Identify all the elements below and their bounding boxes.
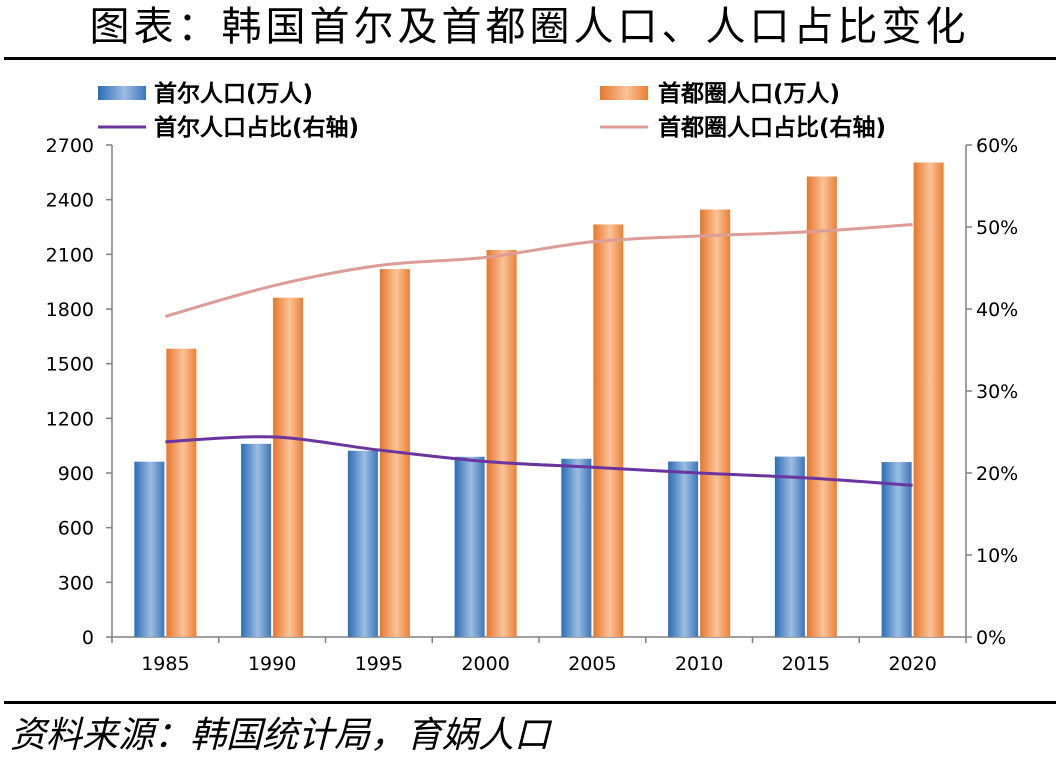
bars <box>134 162 944 638</box>
x-tick-label: 2020 <box>888 653 936 675</box>
share-lines <box>164 223 913 487</box>
seoul-population-bar <box>454 456 485 637</box>
seoul-population-bar <box>881 462 912 637</box>
right-tick-label: 60% <box>976 135 1018 157</box>
legend: 首尔人口(万人) 首都圈人口(万人) 首尔人口占比(右轴) 首都圈人口占比(右轴) <box>98 80 886 141</box>
chart-title: 图表：韩国首尔及首都圈人口、人口占比变化 <box>89 4 970 50</box>
x-tick-label: 1990 <box>248 653 296 675</box>
left-tick-label: 600 <box>58 518 94 540</box>
left-tick-label: 1200 <box>46 408 94 430</box>
capital-area-share-line <box>164 223 913 318</box>
left-tick-label: 900 <box>58 463 94 485</box>
seoul-population-bar <box>668 461 699 637</box>
legend-swatch-capital-population <box>600 86 648 100</box>
x-tick-label: 2015 <box>782 653 830 675</box>
x-tick-label: 1985 <box>141 653 189 675</box>
capital-area-population-bar <box>593 224 624 637</box>
capital-area-population-bar <box>166 348 197 637</box>
right-tick-label: 20% <box>976 463 1018 485</box>
right-tick-label: 0% <box>976 627 1006 649</box>
legend-swatch-seoul-population <box>98 86 146 100</box>
right-tick-label: 40% <box>976 299 1018 321</box>
x-tick-label: 2010 <box>675 653 723 675</box>
left-tick-label: 2700 <box>46 135 94 157</box>
capital-area-population-bar <box>273 297 304 637</box>
capital-area-population-bar <box>806 176 837 637</box>
legend-label-seoul-population: 首尔人口(万人) <box>154 80 313 107</box>
seoul-population-bar <box>134 461 165 637</box>
x-tick-label: 1995 <box>355 653 403 675</box>
seoul-population-bar <box>241 443 272 637</box>
legend-label-capital-population: 首都圈人口(万人) <box>658 80 840 107</box>
title-divider <box>4 57 1056 60</box>
legend-label-capital-share: 首都圈人口占比(右轴) <box>658 114 886 141</box>
left-tick-label: 1500 <box>46 354 94 376</box>
seoul-population-bar <box>347 450 378 637</box>
x-tick-label: 2005 <box>568 653 616 675</box>
seoul-share-line <box>165 435 913 487</box>
left-tick-label: 2100 <box>46 244 94 266</box>
axes: 0 300 600 900 1200 1500 1800 2100 2400 2700 0% 10% 2… <box>46 135 1019 675</box>
capital-area-population-bar <box>700 209 731 638</box>
source-note: 资料来源：韩国统计局，育娲人口 <box>10 715 551 756</box>
legend-label-seoul-share: 首尔人口占比(右轴) <box>154 114 359 141</box>
seoul-population-bar <box>561 458 592 637</box>
left-tick-label: 2400 <box>46 190 94 212</box>
capital-area-population-bar <box>486 249 517 637</box>
capital-area-population-bar <box>913 162 944 637</box>
right-tick-label: 10% <box>976 545 1018 567</box>
left-tick-label: 0 <box>82 627 94 649</box>
right-tick-label: 50% <box>976 217 1018 239</box>
footer-divider <box>4 701 1056 704</box>
left-tick-label: 300 <box>58 572 94 594</box>
x-tick-label: 2000 <box>461 653 509 675</box>
right-tick-label: 30% <box>976 381 1018 403</box>
seoul-population-bar <box>774 456 805 637</box>
left-tick-label: 1800 <box>46 299 94 321</box>
